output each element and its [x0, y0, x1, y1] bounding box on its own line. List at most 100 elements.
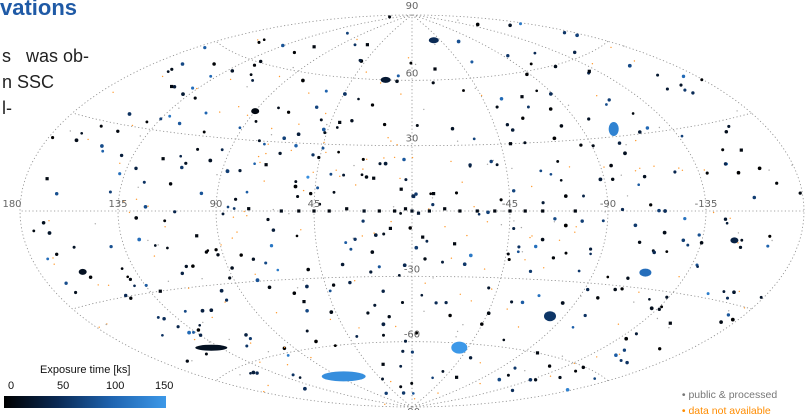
observation-mark: [558, 239, 561, 241]
observation-mark: [180, 165, 184, 170]
latitude-label: 60: [406, 68, 419, 79]
observation-mark: [388, 15, 392, 19]
observation-mark: [238, 169, 242, 173]
observation-mark: [230, 266, 234, 270]
observation-mark: [559, 124, 564, 128]
observation-mark: [658, 126, 661, 129]
observation-mark: [204, 250, 209, 254]
colorbar-tick-label: 150: [155, 380, 174, 392]
observation-mark: [314, 339, 318, 344]
legend-label: public & processed: [688, 389, 778, 401]
observation-mark: [108, 190, 112, 194]
observation-mark: [506, 54, 510, 58]
observation-mark: [486, 311, 491, 316]
longitude-label: 135: [108, 199, 127, 210]
latitude-label: -90: [404, 407, 420, 410]
observation-mark: [221, 212, 225, 216]
observation-mark: [649, 306, 654, 311]
observation-mark: [277, 106, 280, 110]
observation-mark: [568, 166, 571, 168]
observation-mark: [177, 121, 182, 126]
body-text-line-3: l-: [2, 98, 12, 118]
observation-mark: [697, 233, 701, 237]
observation-mark: [378, 162, 382, 166]
observation-mark: [204, 352, 208, 356]
observation-mark: [399, 364, 403, 368]
observation-mark: [489, 159, 493, 164]
observation-mark: [626, 276, 630, 280]
observation-mark: [290, 149, 292, 152]
observation-mark: [431, 376, 434, 380]
observation-mark: [192, 330, 195, 334]
observation-mark: [727, 124, 731, 128]
observation-mark: [420, 293, 424, 297]
observation-mark: [302, 279, 304, 282]
extended-region-mark: [380, 76, 391, 83]
observation-mark: [258, 59, 263, 64]
observation-mark: [342, 173, 346, 177]
longitude-label: -45: [502, 199, 518, 210]
observation-mark: [533, 244, 538, 249]
observation-mark: [32, 229, 36, 233]
observation-mark: [373, 233, 378, 237]
observation-mark: [516, 250, 520, 254]
observation-mark: [267, 143, 269, 145]
observation-mark: [153, 244, 157, 247]
observation-mark: [255, 278, 260, 283]
legend-dot-icon: •: [681, 389, 689, 401]
observation-mark: [64, 281, 68, 285]
observation-mark: [627, 63, 632, 68]
observation-mark: [257, 40, 261, 44]
observation-mark: [573, 362, 575, 365]
observation-mark: [270, 134, 273, 136]
observation-mark: [414, 63, 417, 66]
observation-mark: [370, 250, 375, 254]
observation-mark: [134, 166, 138, 171]
observation-mark: [642, 174, 647, 179]
observation-mark: [663, 209, 667, 213]
observation-mark: [128, 277, 133, 282]
observation-mark: [462, 262, 467, 267]
observation-mark: [303, 386, 307, 391]
observation-mark: [408, 226, 412, 230]
observation-mark: [275, 312, 278, 314]
observation-mark: [98, 326, 100, 328]
observation-mark: [238, 106, 240, 108]
extended-region-mark: [608, 122, 619, 136]
source-mark: [416, 211, 421, 215]
observation-mark: [533, 51, 537, 55]
observation-mark: [157, 244, 159, 246]
observation-mark: [355, 184, 357, 186]
observation-mark: [193, 338, 196, 341]
observation-mark: [168, 182, 173, 186]
observation-mark: [712, 211, 715, 214]
observation-mark: [537, 294, 541, 298]
observation-mark: [502, 210, 504, 212]
observation-mark: [401, 391, 406, 395]
observation-mark: [245, 344, 249, 348]
source-mark: [399, 187, 403, 191]
grid-labels: 90 60 30 -30 -60 -90 180 135 90 45 -45 -90 -135: [2, 1, 717, 410]
observation-mark: [384, 391, 388, 396]
observation-mark: [703, 169, 705, 171]
observation-mark: [400, 300, 405, 305]
longitude-label: -135: [695, 199, 718, 210]
observation-mark: [358, 58, 362, 62]
parallel-line: [215, 341, 609, 382]
observation-mark: [294, 180, 298, 184]
observation-mark: [224, 301, 226, 303]
observation-mark: [80, 131, 84, 135]
observation-mark: [361, 219, 365, 223]
observation-mark: [226, 205, 230, 209]
observation-mark: [350, 119, 354, 123]
source-mark: [403, 207, 408, 211]
observation-mark: [198, 333, 203, 337]
observation-mark: [510, 388, 515, 393]
observation-mark: [699, 241, 704, 245]
source-mark: [668, 321, 672, 325]
observation-mark: [323, 131, 327, 135]
source-mark: [458, 209, 462, 213]
observation-mark: [259, 161, 261, 164]
observation-mark: [434, 43, 436, 46]
